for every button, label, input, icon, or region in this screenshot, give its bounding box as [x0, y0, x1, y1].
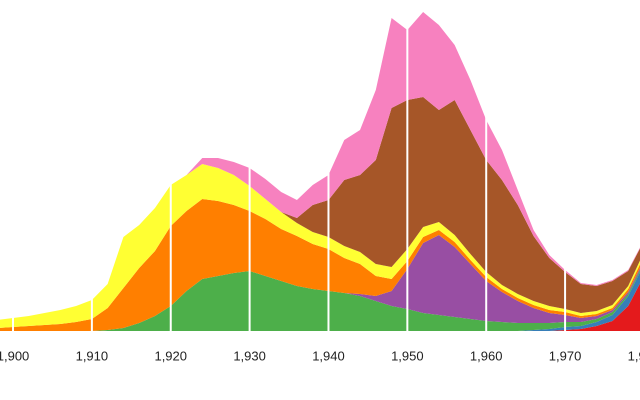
x-tick-label: 1,940 [312, 348, 345, 363]
x-tick-label: 1,950 [391, 348, 424, 363]
x-tick-label: 1,960 [470, 348, 503, 363]
area [0, 164, 640, 328]
area [0, 235, 640, 331]
x-tick-label: 1,930 [233, 348, 266, 363]
area [0, 97, 640, 320]
x-tick-label: 1,920 [154, 348, 187, 363]
x-tick-label: 1,900 [0, 348, 29, 363]
area [0, 269, 640, 331]
x-tick-label: 1,970 [549, 348, 582, 363]
x-tick-label: 1,910 [76, 348, 109, 363]
x-tick-label: 1,980 [628, 348, 640, 363]
area [0, 199, 640, 331]
